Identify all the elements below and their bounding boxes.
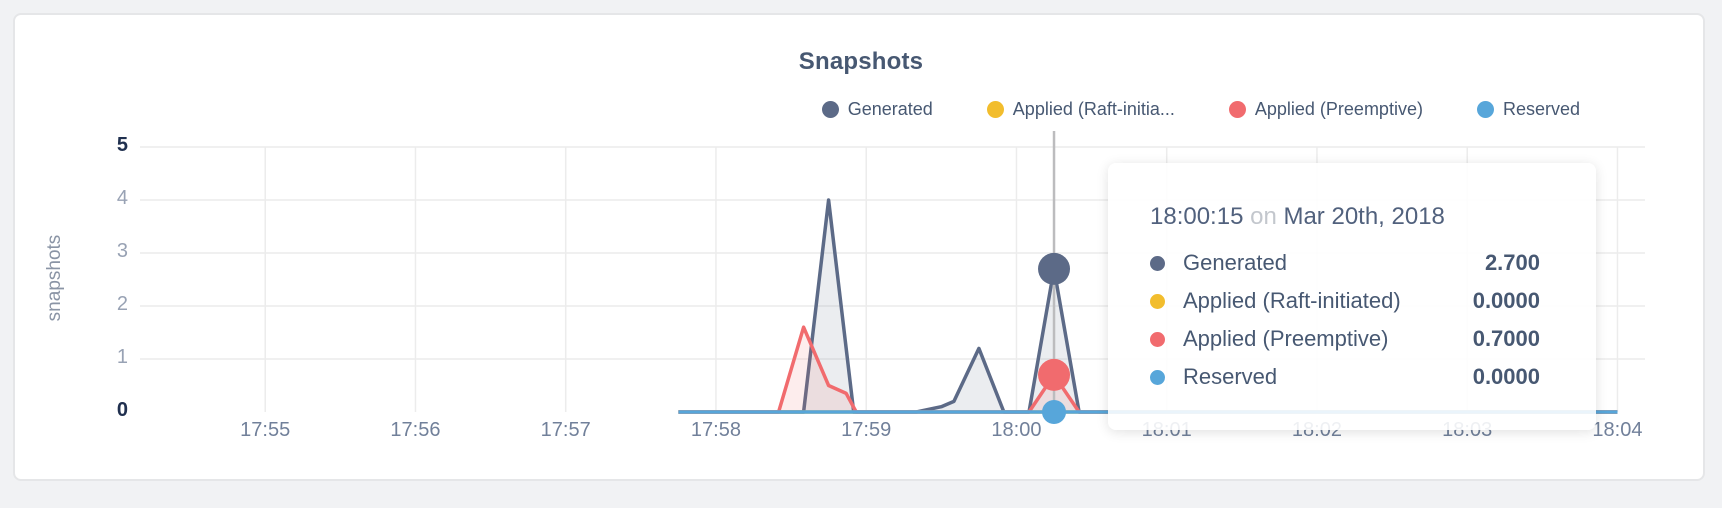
x-tick-label: 18:04 (1592, 419, 1643, 441)
tooltip-series-value: 0.7000 (1472, 326, 1540, 351)
x-tick-label: 17:58 (690, 419, 741, 441)
legend-item-label: Reserved (1502, 99, 1580, 119)
tooltip-series-label: Reserved (1183, 364, 1278, 389)
chart-title: Snapshots (798, 48, 924, 75)
tooltip-series-dot (1150, 331, 1165, 347)
legend-item-generated[interactable]: Generated (821, 99, 933, 120)
x-tick-label: 17:55 (240, 419, 291, 441)
tooltip-date: Mar 20th, 2018 (1283, 203, 1445, 230)
legend-item-applied-raft-initiated[interactable]: Applied (Raft-initia... (986, 99, 1175, 120)
tooltip-row: Generated 2.700 (1150, 244, 1540, 282)
tooltip-on-word: on (1250, 203, 1277, 230)
tooltip-series-value: 0.0000 (1472, 364, 1540, 389)
x-tick-label: 17:59 (841, 419, 892, 441)
hover-dot-generated (1038, 252, 1071, 285)
legend-dot (1228, 101, 1246, 118)
tooltip-rows: Generated 2.700 Applied (Raft-initiated) 0.… (1150, 244, 1540, 396)
tooltip-series-dot (1150, 255, 1165, 271)
chart-legend: Generated Applied (Raft-initia... Applied … (821, 99, 1580, 120)
tooltip-series-value: 0.0000 (1472, 288, 1540, 313)
tooltip-series-value: 2.700 (1484, 250, 1540, 275)
y-tick-label: 0 (116, 399, 128, 421)
tooltip-series-label: Applied (Preemptive) (1183, 326, 1389, 351)
legend-item-applied-preemptive[interactable]: Applied (Preemptive) (1228, 99, 1423, 120)
legend-dot (1476, 101, 1494, 118)
tooltip-series-dot (1150, 293, 1165, 309)
legend-item-label: Applied (Preemptive) (1254, 99, 1423, 119)
y-tick-label: 4 (116, 187, 128, 209)
legend-item-label: Generated (847, 99, 933, 119)
x-tick-label: 18:00 (991, 419, 1042, 441)
hover-dot-applied-preemptive (1038, 358, 1071, 391)
y-tick-label: 5 (116, 134, 128, 156)
y-tick-label: 3 (116, 240, 128, 262)
tooltip-row: Applied (Preemptive) 0.7000 (1150, 320, 1540, 358)
hover-tooltip: 18:00:15 on Mar 20th, 2018 Generated 2.70… (1108, 163, 1596, 430)
tooltip-time: 18:00:15 (1150, 203, 1244, 230)
x-tick-label: 17:56 (390, 419, 441, 441)
legend-item-reserved[interactable]: Reserved (1476, 99, 1580, 120)
y-tick-label: 2 (116, 293, 128, 315)
tooltip-series-dot (1150, 369, 1165, 385)
y-tick-label: 1 (116, 346, 128, 368)
tooltip-header: 18:00:15 on Mar 20th, 2018 (1150, 203, 1540, 231)
hover-dot-reserved (1042, 400, 1067, 424)
legend-item-label: Applied (Raft-initia... (1012, 99, 1175, 119)
legend-dot (821, 101, 839, 118)
x-tick-label: 17:57 (540, 419, 591, 441)
series-line-applied-preemptive (678, 325, 1618, 414)
tooltip-series-label: Applied (Raft-initiated) (1183, 288, 1401, 313)
tooltip-row: Reserved 0.0000 (1150, 358, 1540, 396)
tooltip-series-label: Generated (1183, 250, 1287, 275)
legend-dot (986, 101, 1004, 118)
tooltip-row: Applied (Raft-initiated) 0.0000 (1150, 282, 1540, 320)
